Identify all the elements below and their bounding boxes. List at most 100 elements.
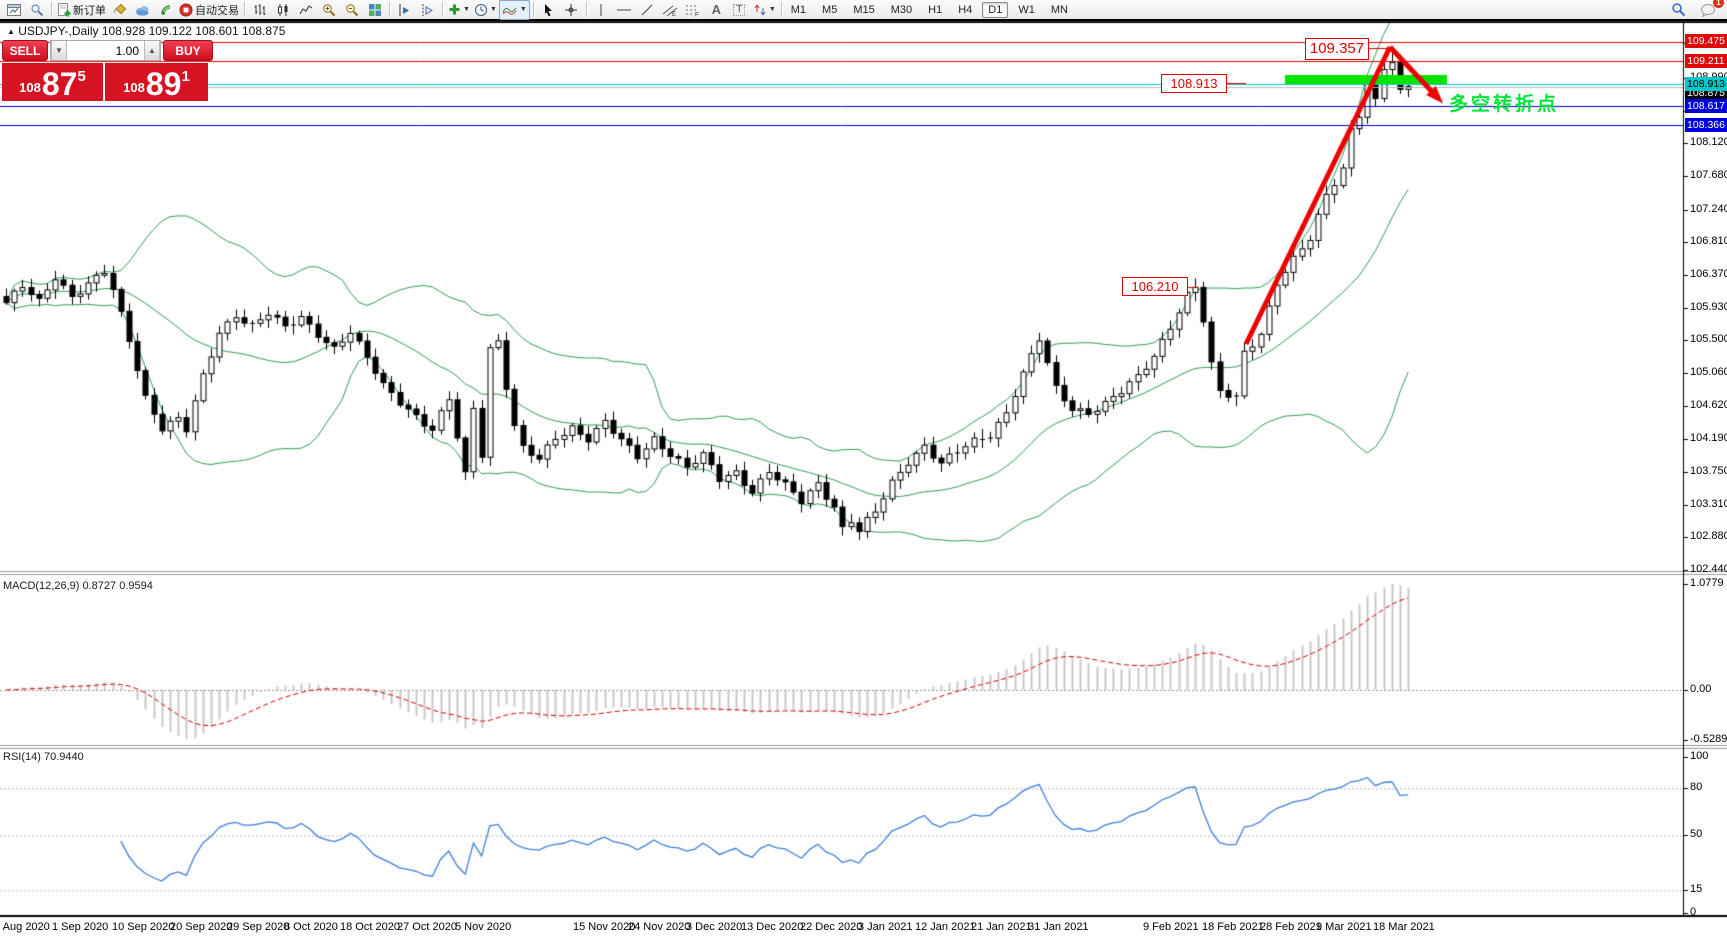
timeframe-group: M1 M5 M15 M30 H1 H4 D1 W1 MN — [785, 1, 1074, 18]
date-axis-label: 23 Aug 2020 — [0, 921, 50, 933]
community-cloud-icon[interactable] — [131, 1, 154, 19]
line-chart-type-icon[interactable] — [294, 1, 317, 19]
equidistant-channel-tool-icon[interactable]: E — [659, 1, 682, 19]
level-price-annotation[interactable]: 108.913 — [1161, 74, 1227, 93]
rsi-name: RSI(14) — [3, 751, 41, 763]
timeframe-m5[interactable]: M5 — [822, 3, 838, 16]
date-axis-label: 29 Sep 2020 — [227, 921, 290, 933]
rsi-axis-label: 15 — [1690, 883, 1703, 895]
chart-window-icon[interactable] — [2, 1, 25, 19]
zoom-out-icon[interactable] — [340, 1, 363, 19]
timeframe-w1[interactable]: W1 — [1018, 3, 1035, 16]
volume-decrease-button[interactable]: ▼ — [51, 41, 67, 60]
date-axis-label: 5 Nov 2020 — [455, 921, 512, 933]
buy-price-big: 89 — [145, 65, 182, 102]
price-tick-label: 104.190 — [1690, 432, 1727, 444]
buy-price-display[interactable]: 108 89 1 — [105, 63, 208, 101]
notifications-chat-icon[interactable]: 1 — [1696, 0, 1724, 19]
sell-button[interactable]: SELL — [2, 40, 48, 61]
macd-main-value: 0.8727 — [82, 580, 117, 592]
date-axis-label: 18 Oct 2020 — [340, 921, 400, 933]
price-tick-label: 103.310 — [1690, 498, 1727, 510]
svg-text:E: E — [672, 12, 676, 17]
date-axis-label: 18 Feb 2021 — [1202, 921, 1264, 933]
price-tick-label: 104.620 — [1690, 399, 1727, 411]
date-axis-label: 12 Jan 2021 — [915, 921, 976, 933]
price-tick-label: 106.810 — [1690, 235, 1727, 247]
tile-windows-icon[interactable] — [363, 1, 386, 19]
profiles-magnifier-icon[interactable] — [25, 1, 48, 19]
zoom-in-icon[interactable] — [317, 1, 340, 19]
notification-badge: 1 — [1713, 0, 1724, 8]
rsi-indicator-label: RSI(14) 70.9440 — [3, 751, 84, 763]
indicators-list-button[interactable]: ▼ — [498, 0, 530, 20]
breakout-price-annotation[interactable]: 106.210 — [1122, 277, 1188, 296]
volume-input[interactable]: 1.00 — [115, 43, 139, 58]
macd-axis-label: 0.00 — [1690, 683, 1712, 695]
auto-trading-button[interactable]: 自动交易 — [177, 1, 241, 19]
vertical-line-tool-icon[interactable] — [590, 1, 613, 19]
price-level-chip: 109.475 — [1685, 34, 1727, 48]
add-indicator-button[interactable]: ▼ — [449, 4, 470, 15]
timeframe-h4[interactable]: H4 — [958, 3, 973, 16]
toolbar-separator — [389, 2, 390, 17]
auto-scroll-icon[interactable] — [393, 1, 416, 19]
peak-price-annotation[interactable]: 109.357 — [1305, 38, 1369, 60]
text-tool-icon[interactable]: A — [711, 2, 721, 17]
price-tick-label: 102.440 — [1690, 563, 1727, 575]
timeframe-d1[interactable]: D1 — [982, 1, 1009, 18]
auto-trading-label: 自动交易 — [195, 4, 239, 17]
styles-bucket-icon[interactable] — [108, 1, 131, 19]
macd-axis-label: -0.5289 — [1690, 733, 1727, 745]
timeframe-mn[interactable]: MN — [1050, 3, 1068, 16]
arrows-tool-button[interactable]: ▼ — [751, 1, 778, 19]
search-icon[interactable] — [1667, 1, 1690, 19]
price-tick-label: 105.500 — [1690, 333, 1727, 345]
cursor-tool-icon[interactable] — [537, 1, 560, 19]
crosshair-tool-icon[interactable] — [560, 1, 583, 19]
timeframe-m1[interactable]: M1 — [790, 3, 807, 16]
bar-chart-type-icon[interactable] — [248, 1, 271, 19]
toolbar-separator — [442, 2, 443, 17]
price-tick-label: 102.880 — [1690, 530, 1727, 542]
chart-title: ▲ USDJPY-,Daily 108.928 109.122 108.601 … — [7, 24, 285, 38]
volume-increase-button[interactable]: ▲ — [144, 41, 160, 60]
signal-icon[interactable] — [154, 1, 177, 19]
date-axis-label: 20 Sep 2020 — [170, 921, 233, 933]
collapse-caret-icon[interactable]: ▲ — [7, 27, 15, 36]
date-axis-label: 24 Nov 2020 — [628, 921, 691, 933]
macd-name: MACD(12,26,9) — [3, 580, 80, 592]
fibonacci-tool-icon[interactable]: F — [682, 1, 705, 19]
text-label-tool-icon[interactable]: T — [728, 1, 751, 19]
one-click-trading-panel: SELL ▼ 1.00 ▲ BUY 108 87 5 108 89 1 — [2, 40, 213, 101]
chart-shift-icon[interactable] — [416, 1, 439, 19]
new-order-button[interactable]: 新订单 — [55, 1, 108, 19]
date-axis-label: 1 Sep 2020 — [52, 921, 109, 933]
date-axis-label: 13 Dec 2020 — [741, 921, 804, 933]
period-clock-button[interactable]: ▼ — [472, 1, 499, 19]
trendline-tool-icon[interactable] — [636, 1, 659, 19]
toolbar-separator — [780, 2, 782, 17]
date-axis-label: 22 Dec 2020 — [800, 921, 863, 933]
chinese-note-annotation[interactable]: 多空转折点 — [1449, 94, 1560, 115]
sell-price-sup: 5 — [77, 68, 86, 85]
timeframe-h1[interactable]: H1 — [928, 3, 943, 16]
price-level-chip: 109.211 — [1685, 54, 1727, 68]
sell-price-big: 87 — [41, 65, 78, 102]
date-axis-label: 28 Feb 2021 — [1260, 921, 1322, 933]
main-toolbar: 新订单 自动交易 ▼ ▼ ▼ E F A T ▼ M1 M5 M15 M30 H1 H4 D… — [0, 0, 1727, 21]
date-axis-label: 10 Sep 2020 — [112, 921, 175, 933]
new-order-label: 新订单 — [73, 4, 106, 17]
price-tick-label: 107.680 — [1690, 169, 1727, 181]
horizontal-line-tool-icon[interactable] — [613, 1, 636, 19]
candlestick-chart-type-icon[interactable] — [271, 1, 294, 19]
chart-ohlc-values: 108.928 109.122 108.601 108.875 — [101, 24, 286, 38]
sell-price-display[interactable]: 108 87 5 — [2, 63, 105, 101]
buy-button[interactable]: BUY — [163, 40, 213, 61]
toolbar-separator — [532, 2, 534, 17]
timeframe-m15[interactable]: M15 — [853, 3, 875, 16]
svg-text:F: F — [695, 11, 699, 17]
timeframe-m30[interactable]: M30 — [890, 3, 913, 16]
rsi-axis-label: 50 — [1690, 828, 1703, 840]
